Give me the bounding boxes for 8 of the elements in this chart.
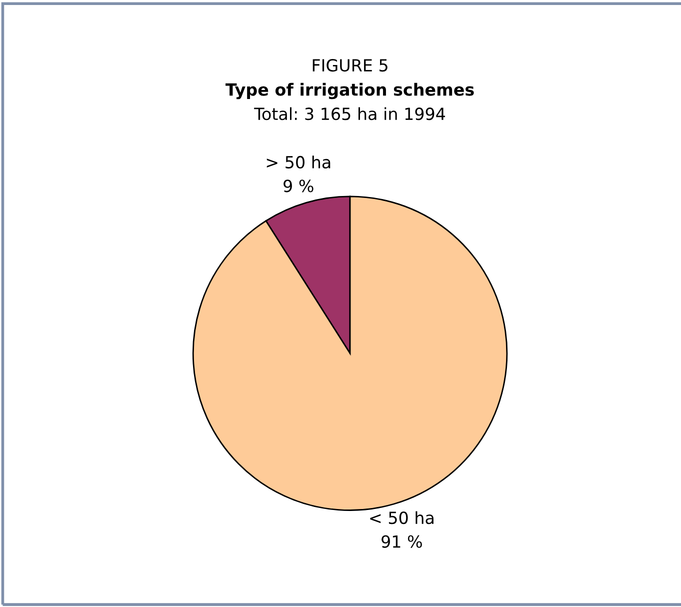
slice-label: > 50 ha	[266, 156, 330, 169]
data-label: 91 %	[382, 535, 422, 548]
data-label: 9 %	[284, 180, 314, 192]
chart-title: Type of irrigation schemes	[226, 82, 474, 100]
chart-subtitle: Total: 3 165 ha in 1994	[254, 107, 446, 120]
slice-label: < 50 ha	[370, 511, 434, 524]
pie-slice	[192, 196, 508, 511]
caption: FIGURE 5	[312, 59, 388, 72]
